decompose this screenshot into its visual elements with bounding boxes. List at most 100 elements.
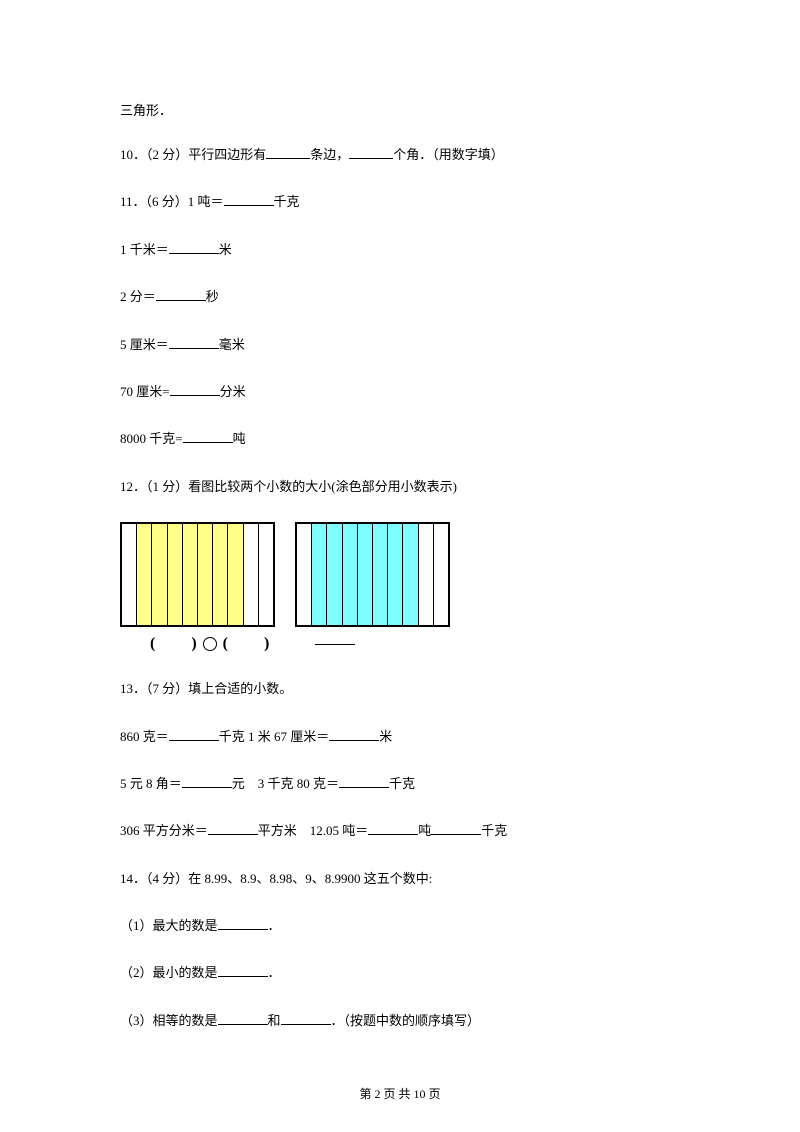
q11-line3: 2 分＝ 秒 <box>120 285 680 308</box>
paren-space <box>161 635 185 653</box>
text: 和 <box>268 1013 281 1028</box>
strip <box>168 524 183 625</box>
q13-line2: 5 元 8 角＝ 元 3 千克 80 克＝ 千克 <box>120 772 680 795</box>
strip <box>228 524 243 625</box>
q14-line3: （3）相等的数是 和 ．（按题中数的顺序填写） <box>120 1009 680 1032</box>
q13-line1: 860 克＝ 千克 1 米 67 厘米＝ 米 <box>120 725 680 748</box>
blank <box>329 727 379 741</box>
paren-right: ) <box>191 635 196 653</box>
blank <box>182 774 232 788</box>
q14-line1: （1）最大的数是 ． <box>120 914 680 937</box>
text: 2 分＝ <box>120 289 156 304</box>
text: 8000 千克= <box>120 431 183 446</box>
text: 米 <box>379 729 392 744</box>
fraction-diagrams <box>120 522 680 627</box>
bar-figure-1 <box>120 522 275 627</box>
paren-left: ( <box>150 635 155 653</box>
blank <box>156 287 206 301</box>
strip <box>152 524 167 625</box>
text: 分米 <box>220 384 246 399</box>
q10-suffix: 个角．（用数字填） <box>393 147 504 162</box>
strip <box>137 524 152 625</box>
strip <box>122 524 137 625</box>
comparison-circle-icon <box>203 637 217 651</box>
blank <box>169 335 219 349</box>
text: 1 千米＝ <box>120 242 169 257</box>
q11-header: 11．（6 分）1 吨＝ <box>120 194 224 209</box>
text: 秒 <box>206 289 219 304</box>
q10-prefix: 10．（2 分）平行四边形有 <box>120 147 266 162</box>
q11-line5: 70 厘米= 分米 <box>120 380 680 403</box>
text: 米 <box>219 242 232 257</box>
blank <box>368 821 418 835</box>
bar-figure-2 <box>295 522 450 627</box>
blank <box>218 963 268 977</box>
q13-line3: 306 平方分米＝ 平方米 12.05 吨＝ 吨 千克 <box>120 819 680 842</box>
text: （1）最大的数是 <box>120 918 218 933</box>
text: 千克 <box>481 823 507 838</box>
text: 70 厘米= <box>120 384 170 399</box>
strip <box>373 524 388 625</box>
question-12: 12．（1 分）看图比较两个小数的大小(涂色部分用小数表示) <box>120 475 680 498</box>
blank <box>183 429 233 443</box>
text: （2）最小的数是 <box>120 965 218 980</box>
strip <box>419 524 434 625</box>
blank <box>266 145 310 159</box>
question-13-header: 13．（7 分）填上合适的小数。 <box>120 677 680 700</box>
blank <box>218 916 268 930</box>
text: （3）相等的数是 <box>120 1013 218 1028</box>
text: 千克 <box>389 776 415 791</box>
q10-mid: 条边， <box>310 147 349 162</box>
q11-line4: 5 厘米＝ 毫米 <box>120 333 680 356</box>
strip <box>297 524 312 625</box>
strip <box>358 524 373 625</box>
blank <box>339 774 389 788</box>
strip <box>198 524 213 625</box>
text: 吨 <box>418 823 431 838</box>
strip <box>183 524 198 625</box>
blank <box>169 727 219 741</box>
question-11-header: 11．（6 分）1 吨＝ 千克 <box>120 190 680 213</box>
text: ． <box>268 918 281 933</box>
blank <box>349 145 393 159</box>
blank <box>224 192 274 206</box>
strip <box>434 524 448 625</box>
strip <box>259 524 273 625</box>
text: ．（按题中数的顺序填写） <box>331 1013 481 1028</box>
comparison-row: ( ) ( ) <box>150 635 680 653</box>
blank <box>315 644 355 645</box>
text: 5 元 8 角＝ <box>120 776 182 791</box>
strip <box>244 524 259 625</box>
question-14-header: 14．（4 分）在 8.99、8.9、8.98、9、8.9900 这五个数中: <box>120 867 680 890</box>
blank <box>208 821 258 835</box>
q11-line6: 8000 千克= 吨 <box>120 427 680 450</box>
paren-right: ) <box>264 635 269 653</box>
text: 平方米 12.05 吨＝ <box>258 823 369 838</box>
text: 元 3 千克 80 克＝ <box>232 776 339 791</box>
paren-space <box>234 635 258 653</box>
blank <box>281 1011 331 1025</box>
text: 毫米 <box>219 337 245 352</box>
text: 千克 1 米 67 厘米＝ <box>219 729 330 744</box>
strip <box>312 524 327 625</box>
question-10: 10．（2 分）平行四边形有 条边， 个角．（用数字填） <box>120 143 680 166</box>
previous-question-trail: 三角形． <box>120 100 680 119</box>
paren-left: ( <box>223 635 228 653</box>
strip <box>213 524 228 625</box>
q14-line2: （2）最小的数是 ． <box>120 961 680 984</box>
page-footer: 第 2 页 共 10 页 <box>0 1085 800 1102</box>
blank <box>170 382 220 396</box>
blank <box>218 1011 268 1025</box>
strip <box>388 524 403 625</box>
strip <box>343 524 358 625</box>
strip <box>327 524 342 625</box>
text: 860 克＝ <box>120 729 169 744</box>
text: ． <box>268 965 281 980</box>
strip <box>403 524 418 625</box>
text: 5 厘米＝ <box>120 337 169 352</box>
q11-line2: 1 千米＝ 米 <box>120 238 680 261</box>
q11-unit1: 千克 <box>274 194 300 209</box>
blank <box>169 240 219 254</box>
text: 306 平方分米＝ <box>120 823 208 838</box>
text: 吨 <box>233 431 246 446</box>
